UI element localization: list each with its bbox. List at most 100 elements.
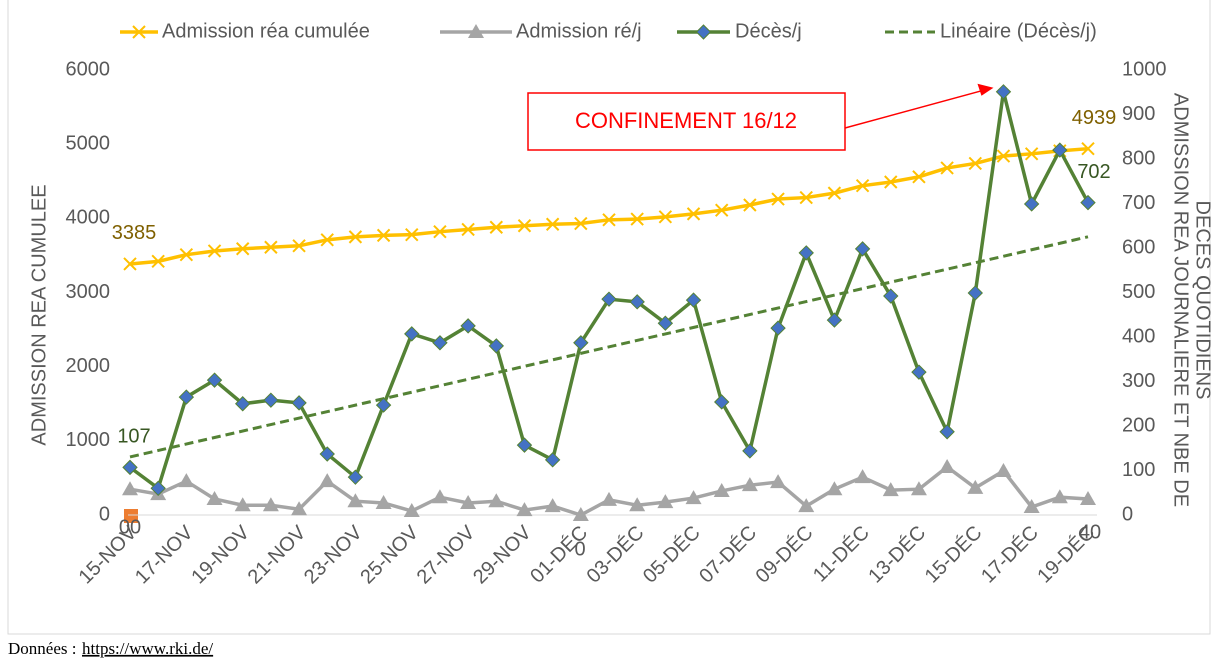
data-point [771,192,785,206]
y2-tick-label: 1000 [1122,58,1167,80]
data-point [262,497,279,512]
data-point [685,490,702,505]
data-point [206,372,223,388]
data-point [572,507,589,521]
data-point [770,320,786,336]
data-point [1051,489,1068,504]
source-prefix: Données : [8,639,76,658]
y2-tick-label: 900 [1122,103,1155,125]
data-point [320,233,334,247]
x-tick-label: 03-DÉC [582,521,649,588]
data-label: 4939 [1072,107,1117,129]
data-point [855,178,870,193]
data-point [348,230,363,244]
data-point [489,220,504,234]
data-point [798,245,814,261]
stray-label: 40 [1079,521,1101,543]
data-point [967,285,984,301]
legend-label: Linéaire (Décès/j) [940,20,1097,42]
data-point [968,156,983,171]
data-point [798,498,815,513]
annotation: CONFINEMENT 16/12 [575,108,797,133]
data-point [488,493,505,508]
data-point [433,224,447,239]
y-tick-label: 6000 [66,58,111,80]
data-point [1023,498,1040,513]
data-point [347,493,364,508]
y-tick-label: 3000 [66,281,111,303]
x-tick-label: 27-NOV [413,521,480,588]
data-point [601,291,617,307]
data-point [319,473,336,488]
data-point [517,219,532,233]
x-tick-label: 21-NOV [244,521,311,588]
x-tick-label: 09-DÉC [751,521,818,588]
data-point [234,497,251,512]
y2-tick-label: 800 [1122,147,1155,169]
y-tick-label: 1000 [66,429,111,451]
data-point [206,490,223,505]
data-point [884,175,898,189]
x-tick-label: 17-DÉC [976,521,1043,588]
data-point [545,217,560,231]
data-point [770,474,787,489]
data-point [1024,147,1039,161]
data-point [178,473,195,488]
y2-tick-label: 0 [1122,503,1133,525]
data-point [319,446,335,462]
data-point [1023,196,1040,212]
data-point [264,240,278,254]
legend-marker [468,24,484,38]
data-point [939,458,956,473]
data-point [431,489,448,504]
data-point [1080,194,1096,211]
data-point [741,477,758,492]
data-point [995,462,1012,477]
data-point [827,186,842,200]
data-point [235,242,250,256]
data-point [714,203,729,217]
data-point [826,481,843,496]
arrow-head [977,83,994,96]
stray-label: 0 [574,538,585,560]
y-tick-label: 2000 [66,355,111,377]
data-point [179,247,194,262]
y2-tick-label: 200 [1122,414,1155,436]
annotation-arrow [844,90,982,129]
data-point [657,494,674,509]
legend-label: Admission réa cumulée [162,20,370,42]
data-point [263,392,279,408]
data-point [799,190,813,205]
data-point [854,241,871,257]
x-tick-label: 15-DÉC [920,521,987,588]
y2-tick-label: 600 [1122,236,1155,258]
data-point [460,318,476,334]
source-link[interactable]: https://www.rki.de/ [82,639,213,658]
data-point [403,502,420,517]
data-point [405,227,419,242]
data-point [629,294,645,310]
data-point [1080,490,1096,505]
data-point [882,482,899,497]
data-label: 702 [1077,161,1110,183]
data-point [122,459,138,476]
data-point [657,315,674,331]
data-point [911,364,927,380]
legend-marker [132,25,146,39]
data-label: 3385 [112,222,157,244]
data-point [939,424,955,440]
data-point [1052,142,1068,158]
data-point [292,239,306,253]
data-point [940,161,954,175]
data-point [122,481,138,496]
data-point [912,170,926,184]
trendline [129,235,1089,459]
data-point [123,257,137,271]
data-point [516,437,533,453]
data-point [461,222,475,237]
data-point [629,497,646,512]
y2-tick-label: 500 [1122,281,1155,303]
data-point [375,494,392,509]
y2-axis-label: ADMISSION REA JOURNALIERE ET NBE DE [1170,93,1192,507]
y-tick-label: 5000 [66,132,111,154]
